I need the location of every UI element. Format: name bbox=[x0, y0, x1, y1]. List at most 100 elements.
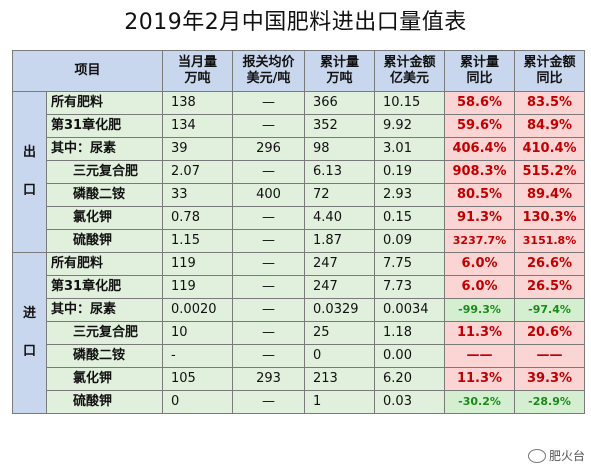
cell-amt: 0.03 bbox=[374, 390, 446, 414]
header-cell: 当月量 万吨 bbox=[162, 50, 234, 92]
cell-month: 0 bbox=[162, 390, 234, 414]
header-row: 项目 当月量 万吨 报关均价 美元/吨 累计量 万吨 累计金额 亿美元 累计量 同比 累计金额 同比 bbox=[11, 50, 586, 92]
cell-cum: 247 bbox=[304, 275, 376, 299]
cell-amt: 2.93 bbox=[374, 183, 446, 207]
cell-cum-yoy: 6.0% bbox=[444, 275, 516, 299]
section-export-label: 出口 bbox=[12, 91, 47, 253]
row-item-label: 第31章化肥 bbox=[45, 114, 164, 138]
cell-month: 119 bbox=[162, 275, 234, 299]
cell-cum: 247 bbox=[304, 252, 376, 276]
cell-cum: 1 bbox=[304, 390, 376, 414]
header-cell: 累计量 万吨 bbox=[304, 50, 376, 92]
cell-month: 105 bbox=[162, 367, 234, 391]
cell-cum: 352 bbox=[304, 114, 376, 138]
cell-amt-yoy: 26.5% bbox=[514, 275, 586, 299]
cell-price: — bbox=[232, 275, 306, 299]
cell-month: 0.0020 bbox=[162, 298, 234, 322]
cell-price: — bbox=[232, 160, 306, 184]
table-row: 三元复合肥 10—25 1.18 11.3% 20.6% bbox=[13, 321, 586, 345]
header-cell: 累计金额 同比 bbox=[514, 50, 586, 92]
cell-amt-yoy: 83.5% bbox=[514, 91, 586, 115]
cell-price: — bbox=[232, 114, 306, 138]
section-import-label: 进口 bbox=[12, 252, 47, 414]
cell-cum-yoy: 91.3% bbox=[444, 206, 516, 230]
cell-cum: 25 bbox=[304, 321, 376, 345]
fertilizer-table: 项目 当月量 万吨 报关均价 美元/吨 累计量 万吨 累计金额 亿美元 累计量 同比 累计金额 同比 出… bbox=[11, 50, 586, 414]
cell-month: 1.15 bbox=[162, 229, 234, 253]
table-row: 氯化钾 0.78—4.40 0.15 91.3% 130.3% bbox=[13, 206, 586, 230]
cell-amt: 3.01 bbox=[374, 137, 446, 161]
cell-amt: 9.92 bbox=[374, 114, 446, 138]
cell-month: 2.07 bbox=[162, 160, 234, 184]
cell-cum-yoy: -99.3% bbox=[444, 298, 516, 322]
table-row: 出口所有肥料 138—366 10.15 58.6% 83.5% bbox=[12, 91, 586, 253]
cell-amt: 10.15 bbox=[374, 91, 446, 115]
cell-amt: 0.0034 bbox=[374, 298, 446, 322]
cell-amt-yoy: —— bbox=[514, 344, 586, 368]
cell-price: — bbox=[232, 321, 306, 345]
cell-cum-yoy: 11.3% bbox=[444, 367, 516, 391]
row-item-label: 氯化钾 bbox=[45, 206, 164, 230]
cell-amt-yoy: 130.3% bbox=[514, 206, 586, 230]
cell-cum-yoy: 58.6% bbox=[444, 91, 516, 115]
cell-amt-yoy: 410.4% bbox=[514, 137, 586, 161]
cell-month: 33 bbox=[162, 183, 234, 207]
row-item-label: 三元复合肥 bbox=[45, 321, 164, 345]
table-row: 其中：尿素 0.0020—0.0329 0.0034 -99.3% -97.4% bbox=[13, 298, 586, 322]
header-cell: 累计金额 亿美元 bbox=[374, 50, 446, 92]
cell-cum: 213 bbox=[304, 367, 376, 391]
cell-cum-yoy: -30.2% bbox=[444, 390, 516, 414]
cell-amt-yoy: -28.9% bbox=[514, 390, 586, 414]
table-row: 氯化钾 105 293 213 6.20 11.3% 39.3% bbox=[13, 367, 586, 391]
cell-cum: 0.0329 bbox=[304, 298, 376, 322]
cell-cum: 72 bbox=[304, 183, 376, 207]
cell-price: — bbox=[232, 252, 306, 276]
table-row: 进口所有肥料 119—247 7.75 6.0% 26.6% bbox=[12, 252, 586, 414]
row-item-label: 其中：尿素 bbox=[45, 137, 164, 161]
row-item-label: 第31章化肥 bbox=[45, 275, 164, 299]
cell-amt: 0.09 bbox=[374, 229, 446, 253]
cell-month: 10 bbox=[162, 321, 234, 345]
header-cell: 累计量 同比 bbox=[444, 50, 516, 92]
cell-cum: 366 bbox=[304, 91, 376, 115]
cell-cum-yoy: 908.3% bbox=[444, 160, 516, 184]
cell-amt-yoy: -97.4% bbox=[514, 298, 586, 322]
cell-amt-yoy: 20.6% bbox=[514, 321, 586, 345]
cell-amt-yoy: 515.2% bbox=[514, 160, 586, 184]
cell-amt: 0.00 bbox=[374, 344, 446, 368]
cell-amt: 0.15 bbox=[374, 206, 446, 230]
cell-cum-yoy: —— bbox=[444, 344, 516, 368]
cell-amt: 7.75 bbox=[374, 252, 446, 276]
cell-cum-yoy: 3237.7% bbox=[444, 229, 516, 253]
cell-month: 39 bbox=[162, 137, 234, 161]
cell-cum: 4.40 bbox=[304, 206, 376, 230]
cell-price: — bbox=[232, 91, 306, 115]
cell-price: 296 bbox=[232, 137, 306, 161]
cell-month: 134 bbox=[162, 114, 234, 138]
cell-amt-yoy: 26.6% bbox=[514, 252, 586, 276]
header-item: 项目 bbox=[11, 50, 164, 92]
cell-price: 400 bbox=[232, 183, 306, 207]
table-row: 磷酸二铵 - —0 0.00 —— —— bbox=[13, 344, 586, 368]
row-item-label: 硫酸钾 bbox=[45, 390, 164, 414]
cell-cum-yoy: 80.5% bbox=[444, 183, 516, 207]
cell-amt: 1.18 bbox=[374, 321, 446, 345]
cell-cum-yoy: 59.6% bbox=[444, 114, 516, 138]
cell-amt-yoy: 3151.8% bbox=[514, 229, 586, 253]
cell-amt: 7.73 bbox=[374, 275, 446, 299]
cell-cum-yoy: 11.3% bbox=[444, 321, 516, 345]
cell-price: — bbox=[232, 298, 306, 322]
cell-price: — bbox=[232, 206, 306, 230]
cell-amt-yoy: 89.4% bbox=[514, 183, 586, 207]
wechat-icon bbox=[527, 448, 546, 463]
table-row: 第31章化肥 119—247 7.73 6.0% 26.5% bbox=[13, 275, 586, 299]
cell-price: 293 bbox=[232, 367, 306, 391]
header-cell: 报关均价 美元/吨 bbox=[232, 50, 306, 92]
cell-cum-yoy: 406.4% bbox=[444, 137, 516, 161]
table-row: 三元复合肥 2.07—6.13 0.19 908.3% 515.2% bbox=[13, 160, 586, 184]
table-row: 硫酸钾 0—1 0.03 -30.2% -28.9% bbox=[13, 390, 586, 414]
cell-cum-yoy: 6.0% bbox=[444, 252, 516, 276]
row-item-label: 三元复合肥 bbox=[45, 160, 164, 184]
cell-amt-yoy: 84.9% bbox=[514, 114, 586, 138]
table-row: 其中：尿素 39 296 98 3.01 406.4% 410.4% bbox=[13, 137, 586, 161]
